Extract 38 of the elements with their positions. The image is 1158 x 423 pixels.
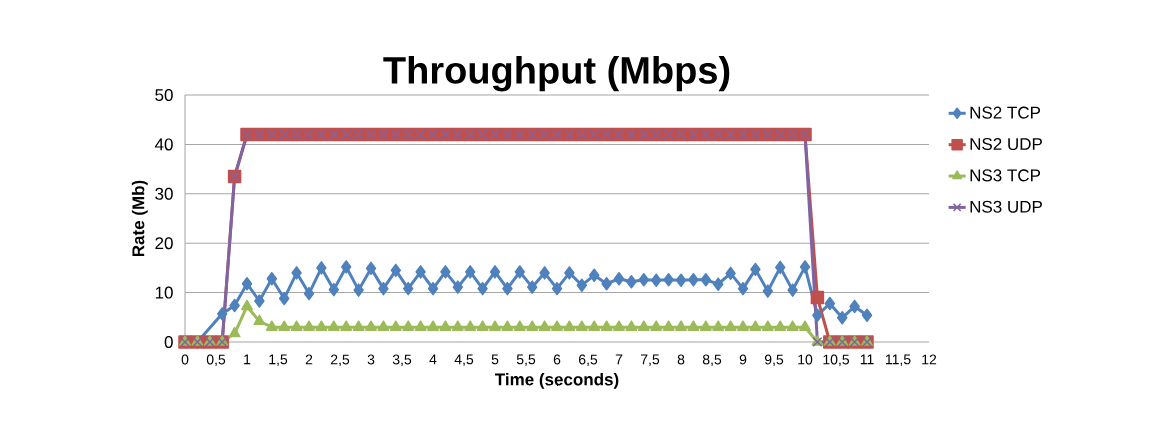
legend-label: NS3 UDP (970, 200, 1042, 213)
x-tick-label: 2 (305, 354, 313, 365)
x-tick-label: 8 (677, 354, 685, 365)
x-tick-label: 10 (798, 354, 813, 365)
x-tick-label: 5 (491, 354, 499, 365)
legend-label: NS2 TCP (970, 106, 1041, 119)
y-tick-label: 30 (155, 187, 173, 200)
x-tick-label: 4 (429, 354, 437, 365)
y-tick-label: 10 (155, 286, 173, 299)
y-axis-title: Rate (Mb) (131, 180, 148, 257)
y-tick-label: 20 (155, 237, 173, 250)
x-tick-label: 9,5 (764, 354, 784, 367)
x-tick-label: 4,5 (454, 354, 474, 366)
x-tick-label: 0 (181, 354, 189, 365)
chart-title: Throughput (Mbps) (383, 55, 730, 92)
y-tick-label: 40 (154, 138, 173, 151)
x-tick-label: 3,5 (392, 354, 412, 367)
x-tick-label: 8,5 (702, 354, 722, 367)
x-tick-label: 7 (615, 354, 623, 365)
x-tick-label: 0,5 (206, 354, 226, 367)
x-tick-label: 11 (860, 354, 874, 365)
x-tick-label: 10,5 (823, 354, 850, 367)
x-tick-label: 1,5 (269, 354, 288, 366)
x-tick-label: 12 (922, 354, 937, 365)
x-tick-label: 6 (553, 354, 561, 365)
x-tick-label: 11,5 (885, 354, 911, 366)
y-tick-label: 0 (164, 335, 173, 349)
x-axis-title: Time (seconds) (495, 372, 619, 389)
x-tick-label: 9 (739, 354, 747, 365)
x-tick-label: 5,5 (516, 354, 536, 366)
x-tick-label: 1 (244, 354, 251, 365)
y-tick-label: 50 (155, 88, 173, 102)
x-tick-label: 7,5 (641, 354, 660, 366)
legend-label: NS3 TCP (970, 169, 1041, 182)
x-tick-label: 6,5 (578, 354, 598, 367)
legend-label: NS2 UDP (970, 137, 1042, 151)
x-tick-label: 2,5 (330, 354, 350, 367)
x-tick-label: 3 (367, 354, 375, 365)
